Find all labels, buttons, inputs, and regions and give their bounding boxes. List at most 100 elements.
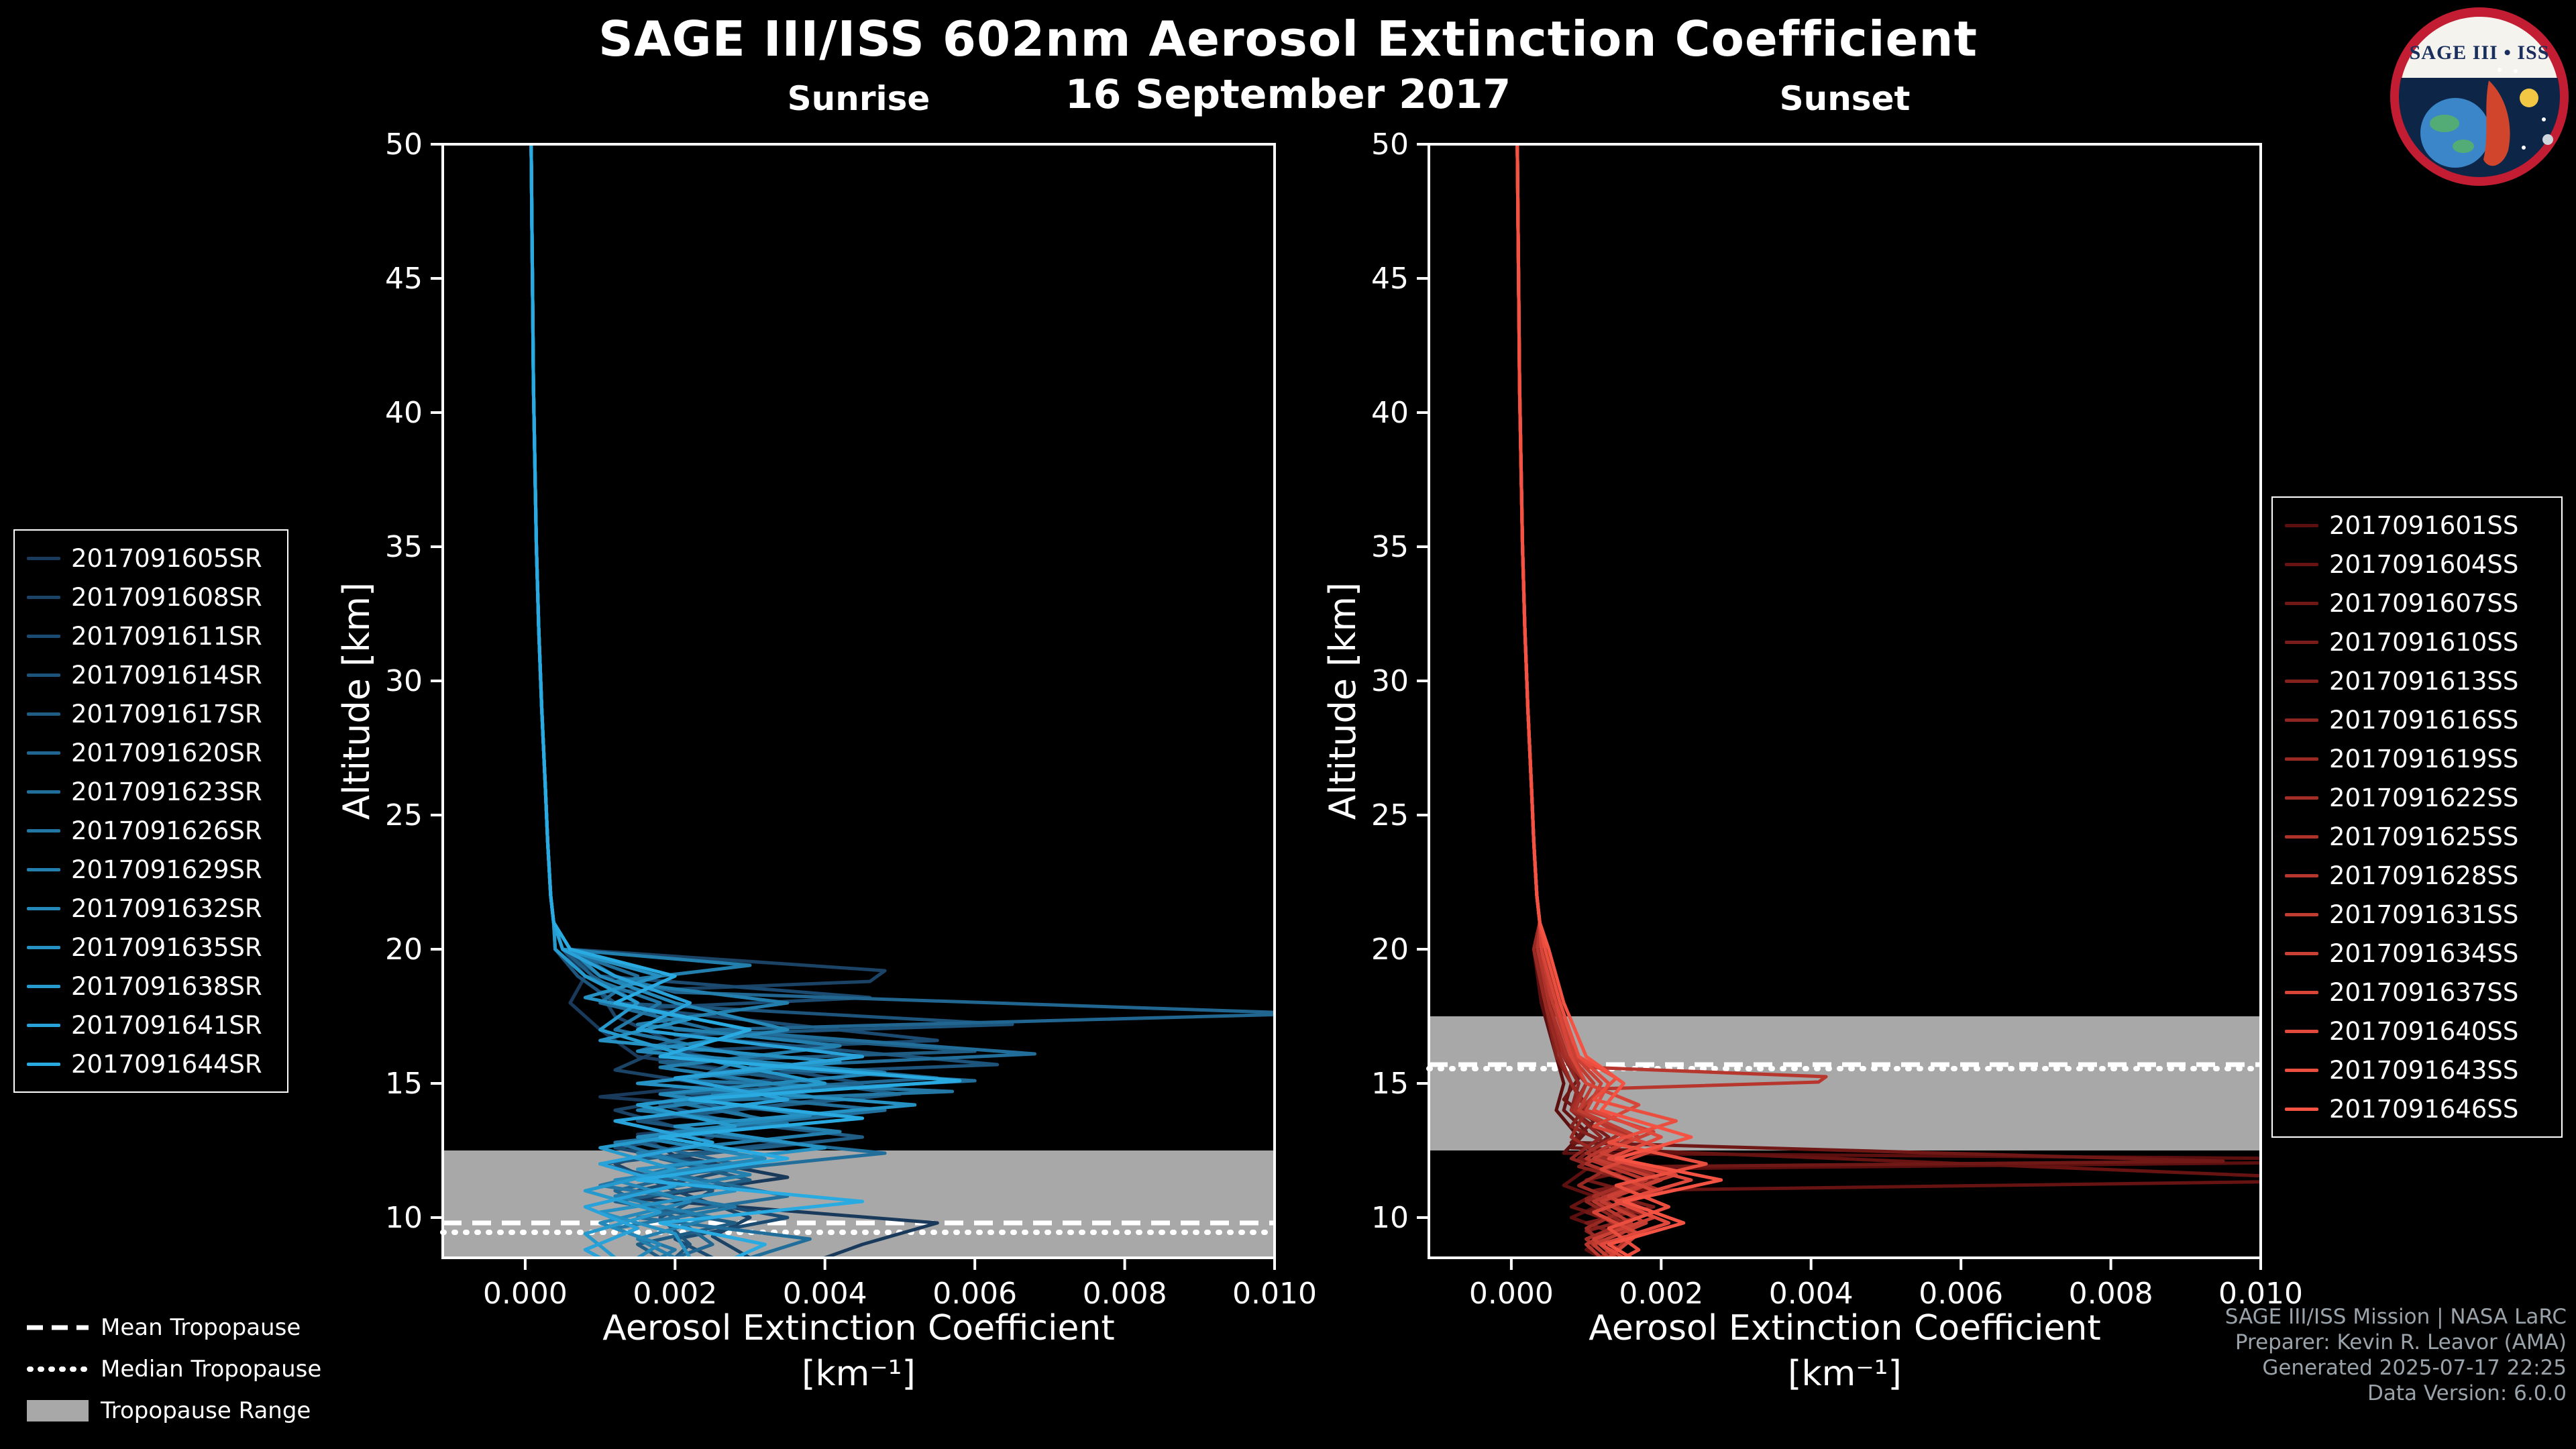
- legend-line-swatch: [27, 790, 60, 794]
- legend-item: 2017091620SR: [27, 733, 275, 772]
- legend-line-swatch: [2285, 951, 2318, 955]
- y-tick-label: 25: [385, 798, 423, 833]
- legend-label: 2017091611SR: [71, 621, 262, 651]
- legend-line-swatch: [27, 712, 60, 716]
- y-tick-label: 50: [1371, 127, 1409, 162]
- panel-title-sunset: Sunset: [1779, 79, 1911, 118]
- legend-line-swatch: [27, 867, 60, 871]
- logo-moon: [2542, 134, 2553, 145]
- legend-line-swatch: [27, 945, 60, 949]
- legend-label: 2017091608SR: [71, 582, 262, 612]
- legend-line-swatch: [2285, 1107, 2318, 1111]
- legend-item: 2017091604SS: [2285, 545, 2549, 584]
- logo-land: [2430, 115, 2459, 132]
- legend-line-swatch: [2285, 679, 2318, 683]
- legend-label: 2017091601SS: [2329, 511, 2519, 540]
- legend-label: 2017091643SS: [2329, 1055, 2519, 1085]
- legend-label: 2017091617SR: [71, 699, 262, 729]
- y-tick-label: 40: [385, 396, 423, 430]
- plot-border: [441, 143, 1276, 1259]
- mean-tropopause-label: Mean Tropopause: [101, 1314, 301, 1341]
- credit-mission: SAGE III/ISS Mission | NASA LaRC: [2224, 1305, 2567, 1329]
- legend-label: 2017091610SS: [2329, 627, 2519, 657]
- tropopause-range-legend-item: Tropopause Range: [27, 1390, 321, 1432]
- legend-line-swatch: [27, 595, 60, 599]
- y-tick-label: 35: [1371, 530, 1409, 564]
- logo-star: [2514, 69, 2518, 73]
- logo-sun: [2520, 89, 2538, 107]
- legend-line-swatch: [27, 751, 60, 755]
- legend-label: 2017091619SS: [2329, 744, 2519, 773]
- legend-label: 2017091629SR: [71, 855, 262, 884]
- y-tick-label: 25: [1371, 798, 1409, 833]
- legend-item: 2017091626SR: [27, 811, 275, 850]
- legend-label: 2017091605SR: [71, 543, 262, 573]
- x-axis-title-sunset: Aerosol Extinction Coefficient: [1589, 1308, 2101, 1348]
- credits: SAGE III/ISS Mission | NASA LaRC Prepare…: [2225, 1304, 2567, 1406]
- date-subtitle: 16 September 2017: [1065, 71, 1511, 118]
- legend-line-swatch: [27, 556, 60, 560]
- legend-label: 2017091623SR: [71, 777, 262, 806]
- legend-item: 2017091607SS: [2285, 584, 2549, 623]
- panel-title-sunrise: Sunrise: [787, 79, 930, 118]
- legend-item: 2017091631SS: [2285, 895, 2549, 934]
- legend-label: 2017091607SS: [2329, 588, 2519, 618]
- legend-item: 2017091617SR: [27, 694, 275, 733]
- x-tick-label: 0.010: [2218, 1277, 2303, 1311]
- credit-data-version: Data Version: 6.0.0: [2367, 1381, 2567, 1405]
- y-tick-label: 45: [1371, 262, 1409, 296]
- tropopause-legend: Mean Tropopause Median Tropopause Tropop…: [27, 1307, 321, 1432]
- logo-figure: [2483, 80, 2510, 166]
- y-tick-label: 30: [1371, 664, 1409, 698]
- legend-label: 2017091646SS: [2329, 1094, 2519, 1124]
- legend-line-swatch: [2285, 1068, 2318, 1072]
- legend-item: 2017091611SR: [27, 616, 275, 655]
- y-tick-label: 20: [1371, 932, 1409, 967]
- legend-label: 2017091628SS: [2329, 861, 2519, 890]
- legend-item: 2017091638SR: [27, 967, 275, 1006]
- legend-item: 2017091643SS: [2285, 1051, 2549, 1089]
- y-tick-label: 45: [385, 262, 423, 296]
- legend-line-swatch: [27, 906, 60, 910]
- credit-generated: Generated 2025-07-17 22:25: [2262, 1356, 2567, 1380]
- legend-item: 2017091628SS: [2285, 856, 2549, 895]
- plot-sunrise: 10 15 20 25 30 35 40 45 50 0.000 0.002 0.004 0.006 0.…: [385, 127, 1317, 1311]
- x-tick-label: 0.008: [1083, 1277, 1167, 1311]
- x-tick-label: 0.004: [1769, 1277, 1854, 1311]
- logo-star: [2498, 68, 2502, 72]
- legend-line-swatch: [2285, 990, 2318, 994]
- x-tick-label: 0.000: [1469, 1277, 1554, 1311]
- y-tick-label: 30: [385, 664, 423, 698]
- legend-sunset: 2017091601SS 2017091604SS 2017091607SS 2017…: [2271, 496, 2563, 1138]
- legend-label: 2017091638SR: [71, 971, 262, 1001]
- legend-label: 2017091634SS: [2329, 938, 2519, 968]
- legend-line-swatch: [2285, 873, 2318, 877]
- y-tick-label: 10: [1371, 1201, 1409, 1235]
- x-tick-label: 0.006: [1919, 1277, 2003, 1311]
- legend-item: 2017091632SR: [27, 889, 275, 928]
- x-tick-label: 0.000: [483, 1277, 568, 1311]
- legend-label: 2017091632SR: [71, 894, 262, 923]
- profile-line: [529, 144, 917, 1258]
- legend-label: 2017091640SS: [2329, 1016, 2519, 1046]
- profile-line: [1515, 144, 1723, 1258]
- legend-item: 2017091644SR: [27, 1044, 275, 1083]
- legend-item: 2017091601SS: [2285, 506, 2549, 545]
- legend-line-swatch: [27, 1062, 60, 1066]
- legend-label: 2017091614SR: [71, 660, 262, 690]
- plot-sunset: 10 15 20 25 30 35 40 45 50 0.000 0.002 0.004 0.006 0.…: [1371, 127, 2303, 1311]
- y-tick-label: 50: [385, 127, 423, 162]
- legend-sunrise: 2017091605SR 2017091608SR 2017091611SR 2017…: [13, 529, 288, 1093]
- legend-item: 2017091622SS: [2285, 778, 2549, 817]
- y-tick-label: 40: [1371, 396, 1409, 430]
- legend-item: 2017091610SS: [2285, 623, 2549, 661]
- median-tropopause-legend-item: Median Tropopause: [27, 1348, 321, 1390]
- y-tick-label: 35: [385, 530, 423, 564]
- legend-label: 2017091620SR: [71, 738, 262, 767]
- page-title: SAGE III/ISS 602nm Aerosol Extinction Co…: [598, 11, 1978, 67]
- gray-band-icon: [27, 1400, 89, 1421]
- logo-earth: [2420, 98, 2490, 168]
- legend-line-swatch: [2285, 796, 2318, 800]
- x-axis-units-sunrise: [km⁻¹]: [802, 1354, 916, 1394]
